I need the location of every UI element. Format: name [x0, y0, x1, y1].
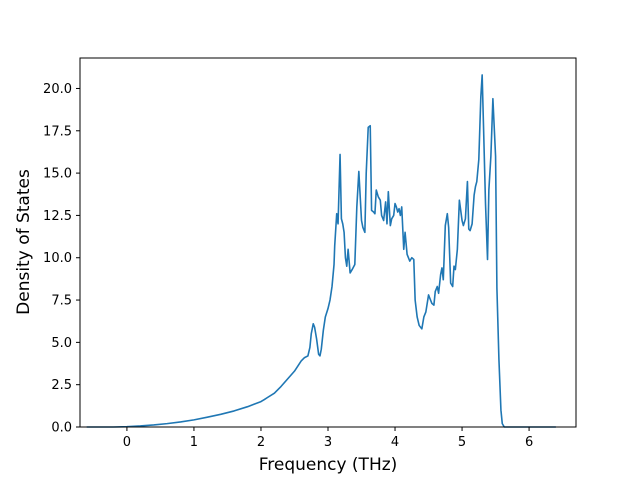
y-tick-label: 10.0	[43, 251, 72, 266]
x-tick-label: 4	[391, 435, 399, 450]
plot-area	[86, 74, 556, 428]
y-tick-label: 12.5	[43, 209, 72, 224]
x-axis-label: Frequency (THz)	[259, 455, 398, 475]
plot-frame	[79, 57, 577, 428]
x-tick-label: 6	[525, 435, 533, 450]
y-tick-label: 15.0	[43, 167, 72, 182]
y-tick-label: 5.0	[51, 336, 72, 351]
y-axis-label: Density of States	[14, 169, 34, 315]
x-tick-label: 1	[190, 435, 198, 450]
y-tick-label: 17.5	[43, 124, 72, 139]
series-line-0	[86, 74, 556, 428]
x-axis-ticks: 0 1 2 3 4 5 6	[123, 427, 533, 450]
x-tick-label: 0	[123, 435, 131, 450]
y-tick-label: 2.5	[51, 378, 72, 393]
y-axis-ticks: 0.0 2.5 5.0 7.5 10.0 12.5 15.0 17.5 20.0	[43, 82, 80, 436]
x-tick-label: 2	[257, 435, 265, 450]
y-tick-label: 20.0	[43, 82, 72, 97]
y-tick-label: 0.0	[51, 421, 72, 436]
x-tick-label: 3	[324, 435, 332, 450]
y-tick-label: 7.5	[51, 294, 72, 309]
x-tick-label: 5	[458, 435, 466, 450]
